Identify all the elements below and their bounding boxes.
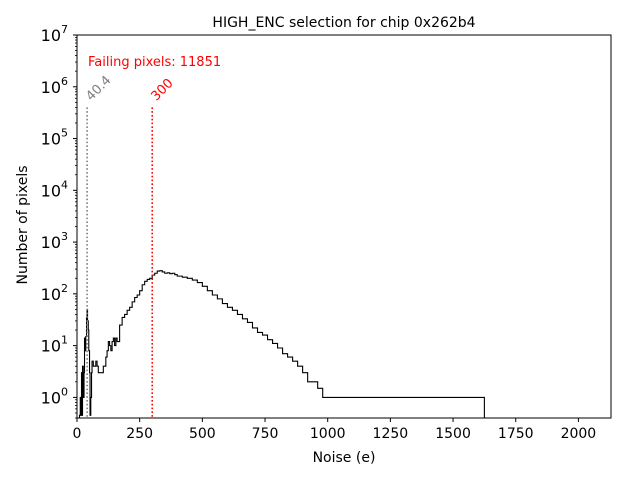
y-tick-label: 104: [41, 178, 68, 200]
x-tick-label: 0: [73, 426, 82, 442]
y-axis-label: Number of pixels: [15, 165, 31, 284]
y-tick-label: 107: [41, 23, 68, 45]
failing-pixels-annotation: Failing pixels: 11851: [88, 55, 221, 70]
x-tick-label: 1750: [498, 426, 534, 442]
y-tick-label: 103: [41, 230, 68, 252]
x-tick-label: 1000: [310, 426, 346, 442]
y-tick-label: 100: [41, 385, 68, 407]
chart-title: HIGH_ENC selection for chip 0x262b4: [212, 15, 475, 31]
x-tick-label: 750: [252, 426, 279, 442]
y-tick-label: 101: [41, 334, 68, 356]
y-tick-label: 102: [41, 282, 68, 304]
histogram-step-line: [78, 270, 485, 418]
x-tick-label: 250: [126, 426, 153, 442]
y-tick-label: 105: [41, 127, 68, 149]
x-tick-label: 500: [189, 426, 216, 442]
y-tick-label: 106: [41, 75, 68, 97]
x-tick-label: 1500: [435, 426, 471, 442]
x-tick-label: 1250: [373, 426, 409, 442]
x-tick-label: 2000: [561, 426, 597, 442]
x-axis-label: Noise (e): [313, 450, 376, 466]
